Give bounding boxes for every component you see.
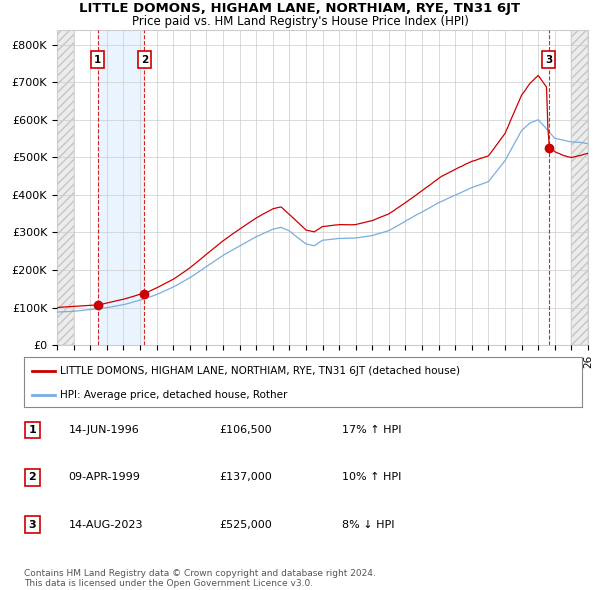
Bar — [98, 30, 145, 345]
Text: £525,000: £525,000 — [220, 520, 272, 529]
Text: 3: 3 — [545, 54, 552, 64]
Text: 8% ↓ HPI: 8% ↓ HPI — [342, 520, 395, 529]
Text: 10% ↑ HPI: 10% ↑ HPI — [342, 473, 401, 482]
Text: 2: 2 — [141, 54, 148, 64]
Text: 14-JUN-1996: 14-JUN-1996 — [68, 425, 139, 435]
Text: 14-AUG-2023: 14-AUG-2023 — [68, 520, 143, 529]
Text: £137,000: £137,000 — [220, 473, 272, 482]
Text: Price paid vs. HM Land Registry's House Price Index (HPI): Price paid vs. HM Land Registry's House … — [131, 15, 469, 28]
Bar — [571, 30, 588, 345]
Text: LITTLE DOMONS, HIGHAM LANE, NORTHIAM, RYE, TN31 6JT (detached house): LITTLE DOMONS, HIGHAM LANE, NORTHIAM, RY… — [60, 366, 460, 376]
Text: 17% ↑ HPI: 17% ↑ HPI — [342, 425, 401, 435]
Text: LITTLE DOMONS, HIGHAM LANE, NORTHIAM, RYE, TN31 6JT: LITTLE DOMONS, HIGHAM LANE, NORTHIAM, RY… — [79, 2, 521, 15]
Bar — [57, 30, 74, 345]
Text: 1: 1 — [28, 425, 36, 435]
Text: 2: 2 — [28, 473, 36, 482]
Text: Contains HM Land Registry data © Crown copyright and database right 2024.
This d: Contains HM Land Registry data © Crown c… — [24, 569, 376, 588]
Text: 3: 3 — [29, 520, 36, 529]
Text: £106,500: £106,500 — [220, 425, 272, 435]
Text: HPI: Average price, detached house, Rother: HPI: Average price, detached house, Roth… — [60, 389, 287, 399]
Text: 09-APR-1999: 09-APR-1999 — [68, 473, 140, 482]
Text: 1: 1 — [94, 54, 101, 64]
